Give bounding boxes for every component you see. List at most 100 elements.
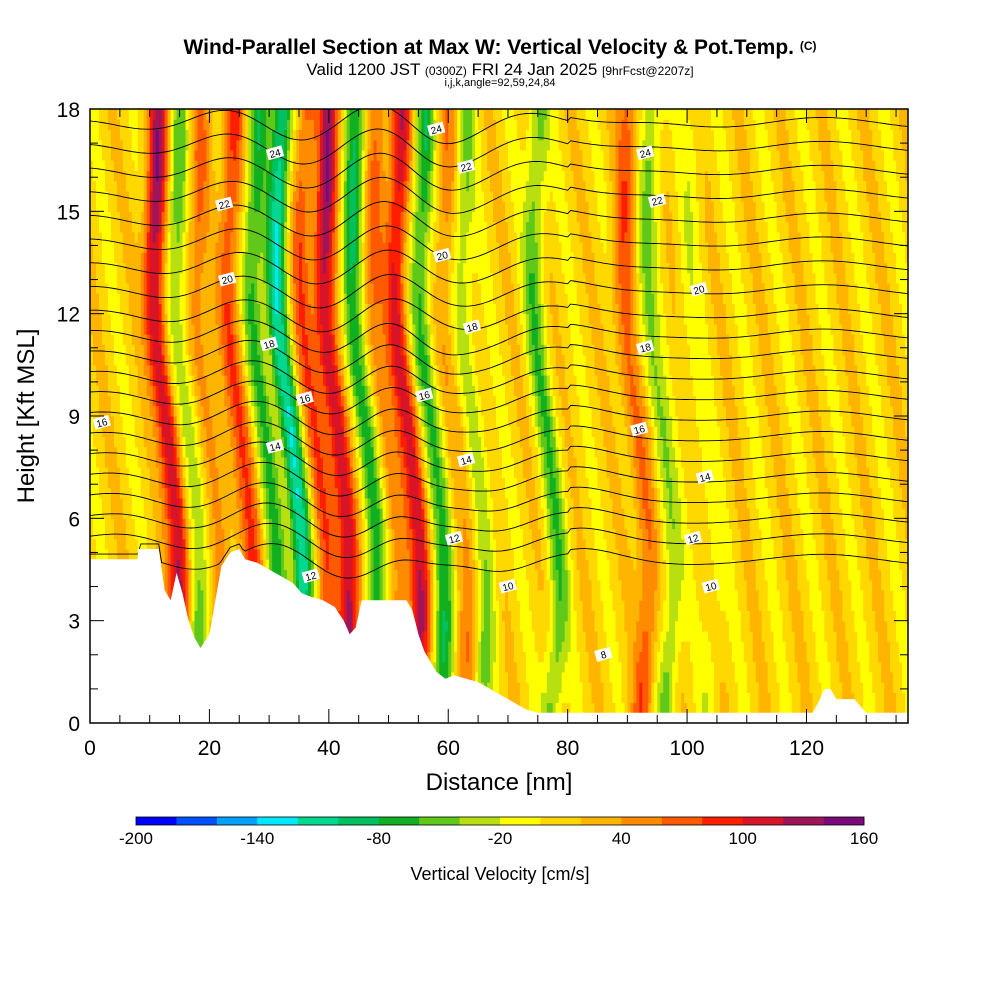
velocity-cell	[242, 549, 246, 560]
velocity-cell	[140, 477, 151, 489]
velocity-cell	[239, 364, 243, 376]
velocity-cell	[355, 538, 360, 550]
velocity-cell	[284, 344, 288, 356]
velocity-cell	[200, 446, 205, 458]
velocity-cell	[711, 354, 721, 366]
velocity-cell	[206, 477, 213, 489]
velocity-cell	[642, 549, 658, 560]
velocity-cell	[636, 334, 640, 345]
velocity-cell	[675, 682, 694, 693]
velocity-cell	[215, 538, 225, 550]
velocity-cell	[669, 497, 673, 509]
velocity-cell	[839, 405, 852, 417]
velocity-cell	[746, 579, 757, 591]
velocity-cell	[376, 385, 393, 397]
velocity-cell	[430, 385, 434, 397]
velocity-cell	[519, 702, 530, 714]
velocity-cell	[600, 497, 613, 509]
velocity-cell	[239, 518, 243, 530]
velocity-cell	[678, 467, 685, 478]
velocity-cell	[552, 538, 557, 550]
velocity-cell	[472, 671, 476, 683]
velocity-cell	[627, 661, 634, 673]
velocity-cell	[170, 416, 175, 427]
velocity-cell	[355, 467, 360, 478]
velocity-cell	[436, 641, 440, 652]
velocity-cell	[412, 334, 416, 345]
velocity-cell	[854, 610, 864, 622]
velocity-cell	[191, 610, 196, 622]
velocity-cell	[421, 477, 425, 489]
velocity-cell	[818, 497, 831, 509]
velocity-cell	[645, 416, 649, 427]
velocity-cell	[669, 559, 685, 571]
velocity-cell	[582, 702, 596, 714]
velocity-cell	[854, 354, 867, 366]
plot-area	[90, 109, 908, 723]
velocity-cell	[537, 436, 542, 448]
velocity-cell	[143, 416, 154, 427]
velocity-cell	[713, 692, 721, 704]
velocity-cell	[307, 467, 312, 478]
velocity-cell	[352, 477, 357, 489]
velocity-cell	[185, 508, 190, 519]
velocity-cell	[391, 528, 396, 540]
velocity-cell	[346, 385, 351, 397]
velocity-cell	[406, 334, 411, 345]
velocity-cell	[540, 334, 545, 345]
velocity-cell	[460, 354, 470, 366]
velocity-cell	[358, 518, 363, 530]
velocity-cell	[412, 364, 416, 376]
velocity-cell	[290, 446, 297, 458]
velocity-cell	[424, 487, 428, 499]
velocity-cell	[388, 590, 393, 601]
velocity-cell	[475, 477, 485, 489]
velocity-cell	[872, 682, 885, 693]
velocity-cell	[800, 416, 811, 427]
velocity-cell	[442, 630, 446, 642]
velocity-cell	[522, 641, 536, 652]
velocity-cell	[397, 395, 402, 407]
velocity-cell	[161, 405, 169, 417]
velocity-cell	[827, 559, 837, 571]
velocity-cell	[582, 508, 593, 519]
velocity-cell	[412, 497, 422, 509]
velocity-cell	[451, 508, 455, 519]
velocity-cell	[257, 467, 261, 478]
velocity-cell	[630, 385, 637, 397]
velocity-cell	[436, 620, 440, 632]
velocity-cell	[591, 600, 604, 611]
velocity-cell	[90, 344, 94, 356]
velocity-cell	[176, 364, 187, 376]
velocity-cell	[669, 692, 673, 704]
velocity-cell	[146, 518, 157, 530]
velocity-cell	[743, 569, 757, 581]
velocity-cell	[275, 375, 279, 386]
velocity-cell	[233, 416, 237, 427]
velocity-cell	[373, 426, 378, 437]
velocity-cell	[263, 446, 273, 458]
velocity-cell	[164, 385, 169, 397]
velocity-cell	[493, 682, 500, 693]
velocity-cell	[490, 569, 494, 581]
velocity-cell	[182, 354, 190, 366]
velocity-cell	[284, 334, 288, 345]
velocity-cell	[433, 620, 437, 632]
velocity-cell	[651, 456, 655, 468]
velocity-cell	[290, 436, 294, 448]
velocity-cell	[475, 569, 479, 581]
velocity-cell	[188, 334, 196, 345]
velocity-cell	[630, 354, 637, 366]
velocity-cell	[337, 344, 342, 356]
velocity-cell	[570, 334, 584, 345]
velocity-cell	[346, 467, 351, 478]
velocity-cell	[304, 426, 309, 437]
velocity-cell	[391, 549, 396, 560]
velocity-cell	[382, 477, 387, 489]
velocity-cell	[302, 405, 306, 417]
velocity-cell	[331, 416, 342, 427]
velocity-cell	[642, 682, 649, 693]
velocity-cell	[567, 651, 581, 663]
velocity-cell	[663, 354, 670, 366]
